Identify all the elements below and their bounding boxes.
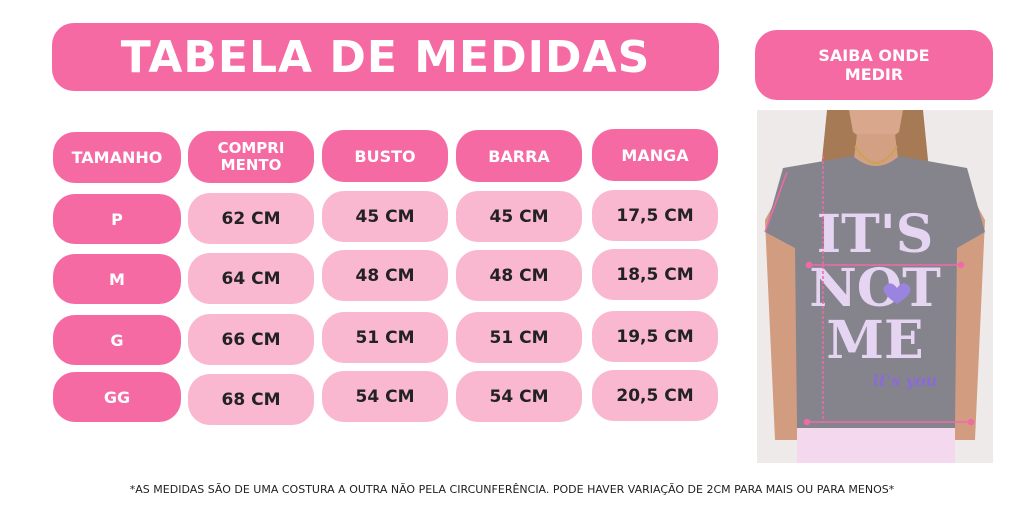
footnote: *AS MEDIDAS SÃO DE UMA COSTURA A OUTRA N… bbox=[129, 483, 895, 496]
necklace bbox=[854, 145, 898, 164]
size-label: G bbox=[110, 330, 124, 350]
how-to-measure-line2: MEDIR bbox=[844, 65, 904, 84]
cell-value: 18,5 CM bbox=[616, 264, 694, 285]
cell-value: 17,5 CM bbox=[616, 205, 694, 226]
cell-value: 45 CM bbox=[355, 206, 415, 227]
header-size: TAMANHO bbox=[53, 132, 181, 183]
table-cell-bust: 45 CM bbox=[322, 191, 448, 242]
pants bbox=[797, 428, 955, 463]
page-title-text: TABELA DE MEDIDAS bbox=[120, 31, 651, 83]
size-label: P bbox=[111, 209, 123, 229]
cell-value: 62 CM bbox=[221, 208, 281, 229]
measure-arrows bbox=[764, 156, 975, 426]
model-illustration: IT'S NOT ME it's you bbox=[757, 110, 993, 463]
cell-value: 66 CM bbox=[221, 329, 281, 350]
print-line4: it's you bbox=[873, 371, 938, 390]
how-to-measure-line1: SAIBA ONDE bbox=[818, 46, 930, 65]
cell-value: 45 CM bbox=[489, 206, 549, 227]
table-cell-length: 68 CM bbox=[188, 374, 314, 425]
header-sleeve: MANGA bbox=[592, 129, 718, 181]
table-cell-hem: 51 CM bbox=[456, 312, 582, 363]
cell-value: 51 CM bbox=[355, 327, 415, 348]
cell-value: 54 CM bbox=[489, 386, 549, 407]
t-shirt bbox=[765, 156, 985, 428]
header-size-label: TAMANHO bbox=[71, 148, 163, 167]
header-hem: BARRA bbox=[456, 130, 582, 182]
face-shape bbox=[849, 110, 903, 141]
print-line1: IT'S bbox=[817, 204, 934, 265]
cell-value: 64 CM bbox=[221, 268, 281, 289]
table-cell-length: 62 CM bbox=[188, 193, 314, 244]
size-cell-m: M bbox=[53, 254, 181, 304]
size-cell-gg: GG bbox=[53, 372, 181, 422]
table-cell-sleeve: 18,5 CM bbox=[592, 249, 718, 300]
table-cell-sleeve: 17,5 CM bbox=[592, 190, 718, 241]
table-cell-length: 66 CM bbox=[188, 314, 314, 365]
page-title: TABELA DE MEDIDAS bbox=[52, 23, 719, 91]
header-sleeve-label: MANGA bbox=[621, 145, 689, 165]
cell-value: 51 CM bbox=[489, 327, 549, 348]
print-line3: ME bbox=[826, 310, 923, 371]
header-bust: BUSTO bbox=[322, 130, 448, 182]
table-cell-length: 64 CM bbox=[188, 253, 314, 304]
table-cell-bust: 48 CM bbox=[322, 250, 448, 301]
table-cell-hem: 48 CM bbox=[456, 250, 582, 301]
model-photo: IT'S NOT ME it's you bbox=[757, 110, 993, 463]
how-to-measure-badge: SAIBA ONDE MEDIR bbox=[755, 30, 993, 100]
bust-arrow-start bbox=[805, 261, 813, 269]
header-hem-label: BARRA bbox=[488, 146, 550, 166]
hem-arrow-end bbox=[967, 418, 975, 426]
cell-value: 68 CM bbox=[221, 389, 281, 410]
header-length-line1: COMPRI bbox=[217, 139, 285, 157]
size-label: GG bbox=[103, 387, 131, 407]
cell-value: 19,5 CM bbox=[616, 326, 694, 347]
header-length-line2: MENTO bbox=[220, 156, 282, 174]
table-cell-hem: 54 CM bbox=[456, 371, 582, 422]
table-cell-bust: 54 CM bbox=[322, 371, 448, 422]
cell-value: 54 CM bbox=[355, 386, 415, 407]
sleeve-arrow bbox=[764, 171, 788, 233]
table-cell-sleeve: 19,5 CM bbox=[592, 311, 718, 362]
size-cell-p: P bbox=[53, 194, 181, 244]
header-bust-label: BUSTO bbox=[354, 146, 416, 166]
hem-arrow-start bbox=[803, 418, 811, 426]
table-cell-sleeve: 20,5 CM bbox=[592, 370, 718, 421]
table-cell-bust: 51 CM bbox=[322, 312, 448, 363]
bust-arrow-end bbox=[957, 261, 965, 269]
heart-icon bbox=[883, 283, 911, 304]
table-cell-hem: 45 CM bbox=[456, 191, 582, 242]
header-length: COMPRI MENTO bbox=[188, 131, 314, 183]
cell-value: 48 CM bbox=[355, 265, 415, 286]
size-cell-g: G bbox=[53, 315, 181, 365]
cell-value: 20,5 CM bbox=[616, 385, 694, 406]
cell-value: 48 CM bbox=[489, 265, 549, 286]
print-line2: NOT bbox=[809, 258, 941, 319]
size-label: M bbox=[109, 269, 125, 289]
